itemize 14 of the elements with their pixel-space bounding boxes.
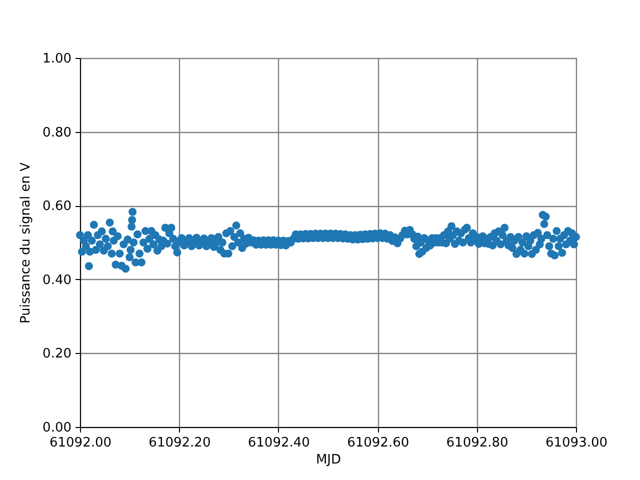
y-tick-label: 0.40	[42, 272, 72, 288]
y-tick-label: 0.20	[42, 346, 72, 362]
x-tick-label: 61093.00	[545, 436, 608, 450]
x-tick-label: 61092.80	[446, 436, 508, 450]
y-tick-label: 0.60	[42, 199, 72, 214]
x-tick-label: 61092.60	[347, 436, 410, 450]
x-axis-title: MJD	[316, 452, 342, 468]
x-tick-label: 61092.40	[248, 436, 310, 450]
y-tick-label: 0.00	[42, 420, 72, 436]
y-tick-label: 0.80	[42, 125, 72, 140]
y-axis-title: Puissance du signal en V	[18, 162, 34, 324]
y-tick-label: 1.00	[42, 52, 72, 66]
x-tick-label: 61092.00	[49, 436, 112, 450]
x-tick-label: 61092.20	[148, 436, 211, 450]
